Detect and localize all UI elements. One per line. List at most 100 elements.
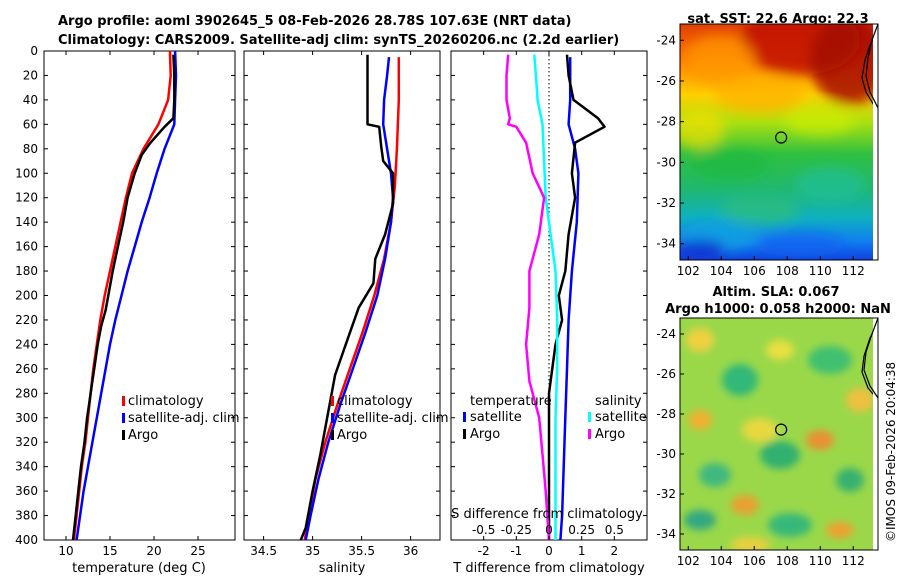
depth-tick-label: 120	[15, 191, 38, 205]
map-x-tick-label: 112	[842, 264, 865, 278]
depth-tick-label: 40	[23, 93, 38, 107]
depth-tick-label: 180	[15, 264, 38, 278]
legend-climatology-swatch	[331, 396, 334, 406]
legend-argo-swatch	[331, 430, 334, 440]
map-x-tick-label: 102	[677, 264, 700, 278]
legend-climatology-label: climatology	[337, 394, 413, 409]
map-y-tick-label: -30	[656, 447, 676, 461]
depth-tick-label: 280	[15, 386, 38, 400]
depth-tick-label: 260	[15, 362, 38, 376]
coastline	[861, 29, 878, 113]
sst-map-title: sat. SST: 22.6 Argo: 22.3	[687, 12, 868, 27]
depth-tick-label: 360	[15, 484, 38, 498]
map-y-tick-label: -26	[656, 74, 676, 88]
sst-map-panel: sat. SST: 22.6 Argo: 22.3	[656, 12, 879, 278]
salinity-xlabel: salinity	[319, 561, 366, 576]
legend-s-satellite-swatch	[588, 412, 591, 422]
legend-s-argo-swatch	[588, 429, 591, 439]
s-diff-tick-label: -0.25	[501, 523, 532, 537]
x-tick-label: 20	[146, 544, 161, 558]
difference-legend: temperature satellite Argo salinity sate…	[463, 394, 647, 442]
salinity-argo-line	[299, 54, 395, 541]
depth-tick-label: 340	[15, 460, 38, 474]
depth-tick-label: 20	[23, 68, 38, 82]
legend-s-satellite-label: satellite	[595, 410, 647, 425]
sst-heatmap	[680, 24, 878, 260]
x-tick-label: 15	[102, 544, 117, 558]
map-x-tick-label: 110	[809, 264, 832, 278]
salinity-legend: climatology satellite-adj. clim Argo	[331, 394, 449, 443]
x-tick-label: 36	[403, 544, 418, 558]
map-x-tick-label: 106	[743, 554, 766, 568]
depth-tick-label: 220	[15, 313, 38, 327]
depth-tick-label: 200	[15, 289, 38, 303]
x-tick-label: 10	[58, 544, 73, 558]
map-x-tick-label: 104	[710, 554, 733, 568]
map-y-tick-label: -32	[656, 487, 676, 501]
map-x-tick-label: 102	[677, 554, 700, 568]
map-y-tick-label: -32	[656, 196, 676, 210]
legend-temperature-header: temperature	[470, 394, 552, 409]
sla-map-title-line2: Argo h1000: 0.058 h2000: NaN	[665, 302, 891, 317]
t-difference-xlabel: T difference from climatology	[452, 561, 645, 576]
map-y-tick-label: -26	[656, 367, 676, 381]
depth-tick-label: 0	[30, 44, 38, 58]
legend-satellite-label: satellite-adj. clim	[128, 411, 240, 426]
difference-salinity-argo-line	[505, 54, 551, 541]
s-diff-tick-label: -0.5	[472, 523, 495, 537]
x-tick-label: -1	[510, 544, 522, 558]
argo-position-marker	[775, 131, 788, 144]
salinity-axes	[243, 50, 441, 541]
depth-tick-label: 240	[15, 337, 38, 351]
legend-argo-label: Argo	[337, 428, 367, 443]
legend-s-argo-label: Argo	[595, 427, 625, 442]
map-y-tick-label: -30	[656, 155, 676, 169]
legend-salinity-header: salinity	[595, 394, 642, 409]
depth-tick-label: 380	[15, 509, 38, 523]
depth-tick-label: 400	[15, 533, 38, 547]
figure-title-line2: Climatology: CARS2009. Satellite-adj cli…	[58, 33, 619, 48]
map-y-tick-label: -34	[656, 237, 676, 251]
s-difference-label: S difference from climatology	[451, 507, 643, 522]
legend-climatology-swatch	[122, 396, 125, 406]
map-x-tick-label: 106	[743, 264, 766, 278]
map-x-tick-label: 108	[776, 554, 799, 568]
sla-map-axes	[679, 317, 879, 551]
map-y-tick-label: -28	[656, 407, 676, 421]
map-y-tick-label: -28	[656, 115, 676, 129]
temperature-panel: 10 15 20 25 temperature (deg C) climatology…	[43, 50, 240, 576]
legend-t-satellite-label: satellite	[470, 410, 522, 425]
x-tick-label: 34.5	[250, 544, 277, 558]
map-x-tick-label: 104	[710, 264, 733, 278]
difference-temperature-satellite-line	[559, 57, 580, 541]
x-tick-label: 0	[545, 544, 553, 558]
depth-tick-label: 140	[15, 215, 38, 229]
legend-satellite-swatch	[331, 413, 334, 423]
x-tick-label: 25	[190, 544, 205, 558]
s-diff-tick-label: 0.5	[605, 523, 624, 537]
map-y-tick-label: -24	[656, 327, 676, 341]
depth-axis-ticks: 0 20 40 60 80 100 120 140 160 180 200 220 240 260 280 3…	[15, 44, 38, 547]
temperature-xlabel: temperature (deg C)	[72, 561, 206, 576]
map-y-tick-label: -34	[656, 527, 676, 541]
map-x-tick-label: 112	[842, 554, 865, 568]
temperature-legend: climatology satellite-adj. clim Argo	[122, 394, 240, 443]
legend-argo-label: Argo	[128, 428, 158, 443]
copyright-stamp: ©IMOS 09-Feb-2026 20:04:38	[884, 362, 898, 542]
s-diff-tick-label: 0.25	[568, 523, 595, 537]
map-y-tick-label: -24	[656, 33, 676, 47]
salinity-panel: 34.5 35 35.5 36 salinity climatology satell…	[243, 50, 449, 576]
legend-t-satellite-swatch	[463, 412, 466, 422]
x-tick-label: -2	[478, 544, 490, 558]
difference-salinity-satellite-line	[533, 54, 559, 540]
difference-temperature-argo-line	[547, 54, 606, 540]
legend-satellite-swatch	[122, 413, 125, 423]
figure-title-line1: Argo profile: aoml 3902645_5 08-Feb-2026…	[58, 14, 571, 29]
map-x-tick-label: 110	[809, 554, 832, 568]
sla-heatmap	[680, 318, 878, 550]
legend-argo-swatch	[122, 430, 125, 440]
temperature-satellite-adj-clim-line	[75, 50, 178, 541]
depth-tick-label: 60	[23, 117, 38, 131]
depth-tick-label: 160	[15, 240, 38, 254]
legend-climatology-label: climatology	[128, 394, 204, 409]
